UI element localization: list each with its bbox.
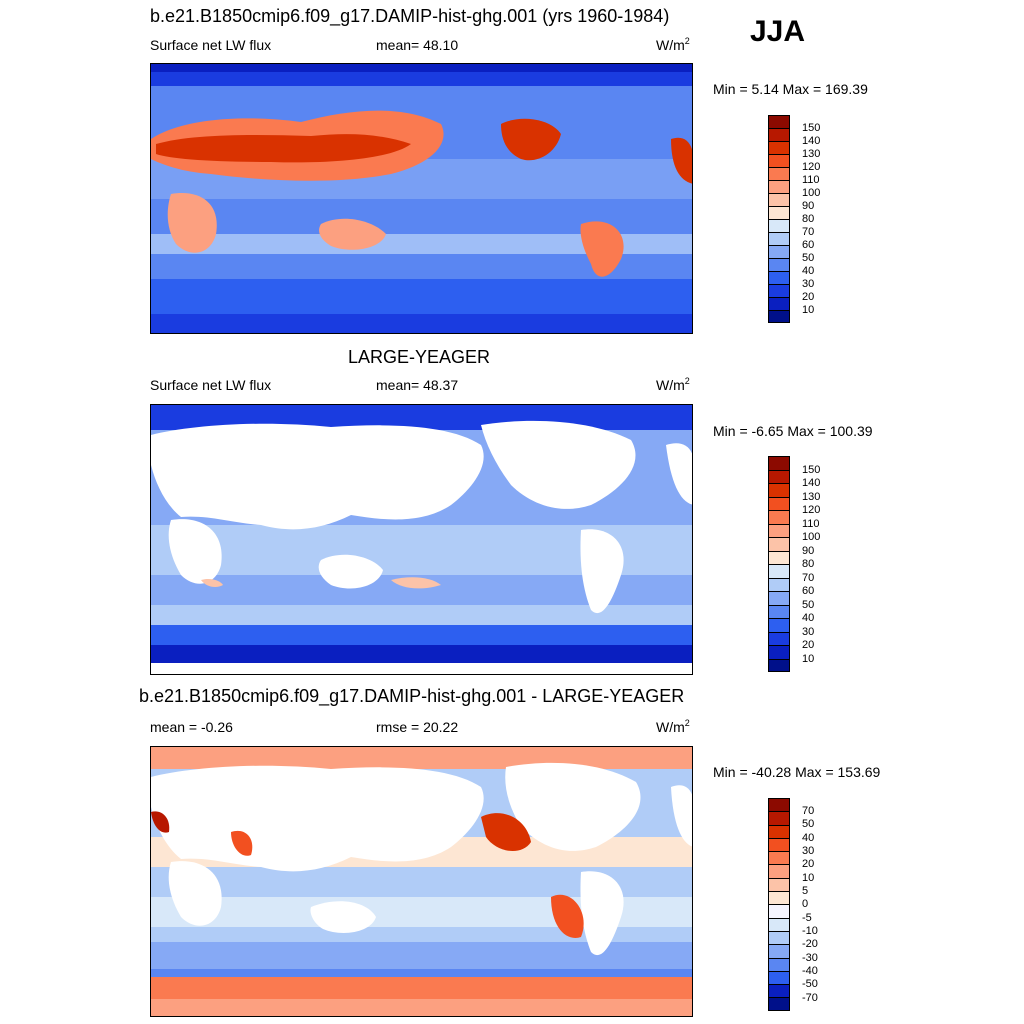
cb2-label: 10 — [802, 653, 815, 665]
panel1-units-label: W/m2 — [656, 36, 690, 53]
cb2-label: 70 — [802, 572, 815, 584]
cb3-label: -30 — [802, 952, 818, 964]
cb1-label: 40 — [802, 265, 815, 277]
panel3-mean-label: mean = -0.26 — [150, 719, 233, 735]
cb2-label: 40 — [802, 612, 815, 624]
cb3-label: 0 — [802, 898, 809, 910]
panel1-minmax-label: Min = 5.14 Max = 169.39 — [713, 81, 868, 97]
cb2-label: 90 — [802, 545, 815, 557]
cb3-label: -20 — [802, 938, 818, 950]
panel1-title: b.e21.B1850cmip6.f09_g17.DAMIP-hist-ghg.… — [150, 6, 670, 26]
panel3-colorbar — [768, 798, 790, 1011]
cb2-label: 110 — [802, 518, 820, 530]
panel2-units-label: W/m2 — [656, 376, 690, 393]
cb2-label: 150 — [802, 464, 821, 476]
cb3-label: 20 — [802, 858, 815, 870]
cb2-label: 20 — [802, 639, 815, 651]
cb1-label: 140 — [802, 135, 821, 147]
panel1-mean-label: mean= 48.10 — [376, 37, 459, 53]
cb1-label: 30 — [802, 278, 815, 290]
cb2-label: 30 — [802, 626, 815, 638]
cb2-label: 80 — [802, 558, 815, 570]
cb1-label: 150 — [802, 122, 821, 134]
panel2-colorbar — [768, 456, 790, 672]
cb3-label: -70 — [802, 992, 818, 1004]
cb1-label: 110 — [802, 174, 820, 186]
cb1-label: 130 — [802, 148, 821, 160]
cb3-label: -5 — [802, 912, 812, 924]
cb2-label: 130 — [802, 491, 821, 503]
panel3-title: b.e21.B1850cmip6.f09_g17.DAMIP-hist-ghg.… — [139, 686, 685, 706]
cb2-label: 50 — [802, 599, 815, 611]
cb1-label: 20 — [802, 291, 815, 303]
cb3-label: -10 — [802, 925, 818, 937]
cb2-label: 60 — [802, 585, 815, 597]
cb1-label: 50 — [802, 252, 815, 264]
panel3-minmax-label: Min = -40.28 Max = 153.69 — [713, 764, 881, 780]
cb3-label: -50 — [802, 978, 818, 990]
panel2-mean-label: mean= 48.37 — [376, 377, 459, 393]
cb1-label: 10 — [802, 304, 815, 316]
cb2-label: 120 — [802, 504, 821, 516]
cb3-label: 30 — [802, 845, 815, 857]
season-label: JJA — [750, 15, 806, 48]
panel3-rmse-label: rmse = 20.22 — [376, 719, 459, 735]
cb1-label: 100 — [802, 187, 821, 199]
panel1-map — [150, 63, 693, 334]
cb3-label: 40 — [802, 832, 815, 844]
cb3-label: -40 — [802, 965, 818, 977]
panel2-title: LARGE-YEAGER — [348, 347, 491, 367]
panel3-map — [150, 746, 693, 1017]
cb2-label: 100 — [802, 531, 821, 543]
cb1-label: 70 — [802, 226, 815, 238]
panel3-units-label: W/m2 — [656, 718, 690, 735]
cb3-label: 10 — [802, 872, 815, 884]
cb2-label: 140 — [802, 477, 821, 489]
panel2-variable-label: Surface net LW flux — [150, 377, 272, 393]
cb3-label: 50 — [802, 818, 815, 830]
cb1-label: 90 — [802, 200, 815, 212]
cb1-label: 60 — [802, 239, 815, 251]
panel2-minmax-label: Min = -6.65 Max = 100.39 — [713, 423, 873, 439]
cb3-label: 5 — [802, 885, 809, 897]
cb3-label: 70 — [802, 805, 815, 817]
cb1-label: 80 — [802, 213, 815, 225]
cb1-label: 120 — [802, 161, 821, 173]
panel1-variable-label: Surface net LW flux — [150, 37, 272, 53]
panel2-map — [150, 404, 693, 675]
panel1-colorbar — [768, 115, 790, 323]
